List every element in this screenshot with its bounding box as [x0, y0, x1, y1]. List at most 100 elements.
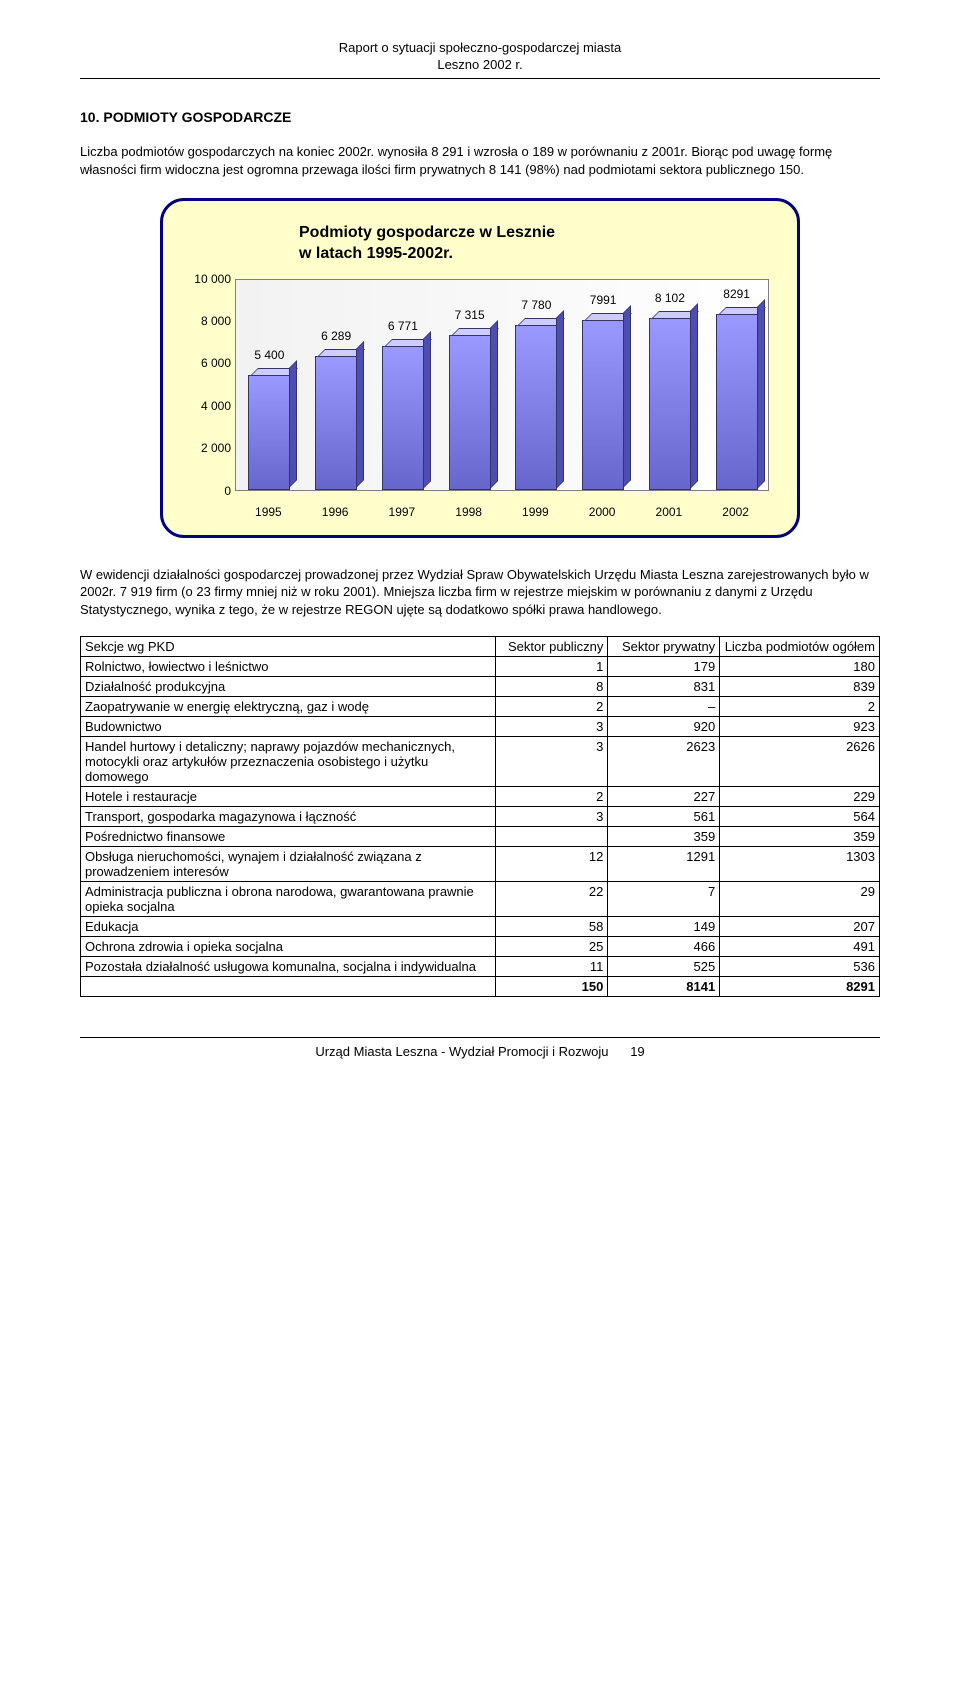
bar-value-label: 5 400 — [254, 348, 284, 362]
table-cell: 359 — [608, 827, 720, 847]
table-cell: 3 — [496, 717, 608, 737]
table-row: Zaopatrywanie w energię elektryczną, gaz… — [81, 697, 880, 717]
table-header-cell: Sektor prywatny — [608, 637, 720, 657]
table-cell: 180 — [720, 657, 880, 677]
table-cell: 12 — [496, 847, 608, 882]
table-cell: Hotele i restauracje — [81, 787, 496, 807]
intro-paragraph: Liczba podmiotów gospodarczych na koniec… — [80, 143, 880, 178]
x-tick: 2000 — [589, 505, 616, 519]
footer-page: 19 — [630, 1044, 644, 1059]
bar-value-label: 7 315 — [455, 308, 485, 322]
x-tick: 2002 — [722, 505, 749, 519]
table-cell: 1 — [496, 657, 608, 677]
section-title: 10. PODMIOTY GOSPODARCZE — [80, 109, 880, 125]
table-cell: 229 — [720, 787, 880, 807]
table-cell: 11 — [496, 957, 608, 977]
table-total-cell — [81, 977, 496, 997]
table-cell: 22 — [496, 882, 608, 917]
table-cell: – — [608, 697, 720, 717]
table-cell: 831 — [608, 677, 720, 697]
table-row: Transport, gospodarka magazynowa i łączn… — [81, 807, 880, 827]
table-row: Pośrednictwo finansowe359359 — [81, 827, 880, 847]
table-header-cell: Sektor publiczny — [496, 637, 608, 657]
table-cell: Pośrednictwo finansowe — [81, 827, 496, 847]
page-footer: Urząd Miasta Leszna - Wydział Promocji i… — [80, 1044, 880, 1059]
table-header-cell: Sekcje wg PKD — [81, 637, 496, 657]
bar-value-label: 6 289 — [321, 329, 351, 343]
table-cell: 2 — [496, 697, 608, 717]
table-cell: 207 — [720, 917, 880, 937]
y-tick: 2 000 — [179, 441, 231, 455]
chart-panel: Podmioty gospodarcze w Lesznie w latach … — [160, 198, 800, 538]
table-cell: 7 — [608, 882, 720, 917]
table-total-cell: 150 — [496, 977, 608, 997]
y-tick: 6 000 — [179, 356, 231, 370]
table-cell: 920 — [608, 717, 720, 737]
bar: 8 102 — [649, 318, 691, 490]
bar: 7 780 — [515, 325, 557, 490]
x-tick: 1995 — [255, 505, 282, 519]
table-cell: 25 — [496, 937, 608, 957]
table-row: Handel hurtowy i detaliczny; naprawy poj… — [81, 737, 880, 787]
table-cell: Administracja publiczna i obrona narodow… — [81, 882, 496, 917]
table-cell: 839 — [720, 677, 880, 697]
table-cell: Pozostała działalność usługowa komunalna… — [81, 957, 496, 977]
table-cell: 2623 — [608, 737, 720, 787]
table-cell: 466 — [608, 937, 720, 957]
table-row: Administracja publiczna i obrona narodow… — [81, 882, 880, 917]
table-cell: 29 — [720, 882, 880, 917]
bar-value-label: 7991 — [590, 293, 617, 307]
table-cell: 149 — [608, 917, 720, 937]
bar: 7 315 — [449, 335, 491, 490]
bar: 6 289 — [315, 356, 357, 489]
table-cell: Handel hurtowy i detaliczny; naprawy poj… — [81, 737, 496, 787]
bar: 6 771 — [382, 346, 424, 490]
table-cell: 179 — [608, 657, 720, 677]
x-tick: 1998 — [455, 505, 482, 519]
table-cell: 2 — [720, 697, 880, 717]
table-row: Pozostała działalność usługowa komunalna… — [81, 957, 880, 977]
table-cell: Edukacja — [81, 917, 496, 937]
table-row: Hotele i restauracje2227229 — [81, 787, 880, 807]
bar-value-label: 8 102 — [655, 291, 685, 305]
table-cell: 564 — [720, 807, 880, 827]
footer-rule — [80, 1037, 880, 1038]
table-row: Budownictwo3920923 — [81, 717, 880, 737]
bar-value-label: 7 780 — [521, 298, 551, 312]
bar: 5 400 — [248, 375, 290, 489]
table-cell: Zaopatrywanie w energię elektryczną, gaz… — [81, 697, 496, 717]
table-cell: 3 — [496, 737, 608, 787]
bar: 8291 — [716, 314, 758, 490]
table-header-row: Sekcje wg PKDSektor publicznySektor pryw… — [81, 637, 880, 657]
pkd-table: Sekcje wg PKDSektor publicznySektor pryw… — [80, 636, 880, 997]
chart-title-line2: w latach 1995-2002r. — [299, 245, 453, 262]
y-tick: 10 000 — [179, 272, 231, 286]
chart-title-line1: Podmioty gospodarcze w Lesznie — [299, 224, 555, 241]
bar-value-label: 6 771 — [388, 319, 418, 333]
table-total-cell: 8141 — [608, 977, 720, 997]
table-cell — [496, 827, 608, 847]
table-row: Ochrona zdrowia i opieka socjalna2546649… — [81, 937, 880, 957]
x-tick: 1999 — [522, 505, 549, 519]
footer-text: Urząd Miasta Leszna - Wydział Promocji i… — [315, 1044, 608, 1059]
table-row: Działalność produkcyjna8831839 — [81, 677, 880, 697]
chart-inner: 5 400 6 289 6 771 7 315 7 780 7991 8 102 8291 — [235, 279, 769, 491]
table-total-cell: 8291 — [720, 977, 880, 997]
table-cell: Ochrona zdrowia i opieka socjalna — [81, 937, 496, 957]
x-tick: 1996 — [322, 505, 349, 519]
table-row: Obsługa nieruchomości, wynajem i działal… — [81, 847, 880, 882]
table-cell: 1291 — [608, 847, 720, 882]
table-cell: 58 — [496, 917, 608, 937]
table-cell: 923 — [720, 717, 880, 737]
table-cell: 2626 — [720, 737, 880, 787]
table-cell: Rolnictwo, łowiectwo i leśnictwo — [81, 657, 496, 677]
table-cell: Działalność produkcyjna — [81, 677, 496, 697]
chart-title: Podmioty gospodarcze w Lesznie w latach … — [299, 223, 781, 265]
chart-plot: 5 4006 2896 7717 3157 78079918 1028291 0… — [179, 279, 779, 519]
table-cell: 536 — [720, 957, 880, 977]
table-row: Rolnictwo, łowiectwo i leśnictwo1179180 — [81, 657, 880, 677]
table-cell: Budownictwo — [81, 717, 496, 737]
x-tick: 1997 — [389, 505, 416, 519]
table-header-cell: Liczba podmiotów ogółem — [720, 637, 880, 657]
table-cell: 2 — [496, 787, 608, 807]
